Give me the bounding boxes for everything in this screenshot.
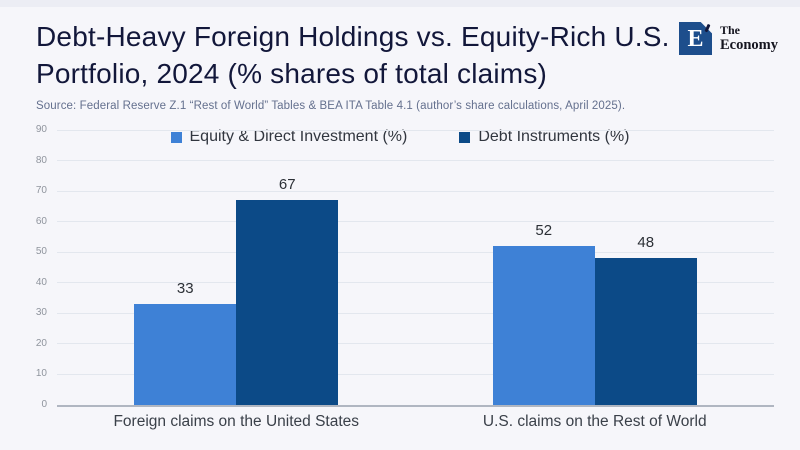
y-axis-tick-label: 40 <box>35 276 47 288</box>
legend-label-debt: Debt Instruments (%) <box>478 128 630 145</box>
logo-monogram: E <box>679 22 712 55</box>
bar-value-label: 67 <box>278 176 296 194</box>
bar <box>236 200 339 405</box>
bar-value-label: 33 <box>176 280 194 298</box>
x-axis-category-label: U.S. claims on the Rest of World <box>482 413 707 430</box>
source-note: Source: Federal Reserve Z.1 “Rest of Wor… <box>36 100 626 112</box>
gridline <box>57 282 774 284</box>
gridline <box>57 251 774 253</box>
y-axis-tick-label: 10 <box>35 368 47 380</box>
gridline <box>57 129 774 131</box>
bar <box>594 258 697 405</box>
title-line-2: Portfolio, 2024 (% shares of total claim… <box>36 58 548 89</box>
logo-letter: E <box>687 25 704 52</box>
y-axis-tick-label: 80 <box>35 154 47 166</box>
y-axis-tick-label: 90 <box>35 124 47 135</box>
gridline <box>57 373 774 375</box>
gridline <box>57 221 774 223</box>
page-title: Debt-Heavy Foreign Holdings vs. Equity-R… <box>36 18 670 92</box>
the-economy-logo: E The Economy <box>679 22 778 55</box>
bar-value-label: 52 <box>535 222 553 240</box>
legend-swatch-debt <box>459 131 471 143</box>
top-strip <box>0 0 800 7</box>
y-axis-tick-label: 70 <box>35 185 47 197</box>
bar <box>492 246 595 405</box>
bar-value-label: 48 <box>637 234 655 252</box>
y-axis-tick-label: 60 <box>35 215 47 227</box>
title-line-1: Debt-Heavy Foreign Holdings vs. Equity-R… <box>36 21 670 52</box>
logo-word-the: The <box>720 23 741 37</box>
chart-legend: Equity & Direct Investment (%) Debt Inst… <box>0 128 800 146</box>
y-axis-tick-label: 20 <box>35 337 47 349</box>
legend-label-equity: Equity & Direct Investment (%) <box>189 128 408 145</box>
logo-word-economy: Economy <box>720 37 778 53</box>
y-axis-tick-label: 50 <box>35 246 47 258</box>
gridline <box>57 343 774 345</box>
legend-item-equity: Equity & Direct Investment (%) <box>170 128 408 146</box>
bar <box>134 304 237 405</box>
gridline <box>57 160 774 162</box>
x-axis-line <box>57 405 774 407</box>
gridline <box>57 312 774 314</box>
y-axis-tick-label: 30 <box>35 307 47 319</box>
legend-swatch-equity <box>170 131 182 143</box>
legend-item-debt: Debt Instruments (%) <box>459 128 630 146</box>
gridline <box>57 190 774 192</box>
logo-wordmark: The Economy <box>720 24 778 53</box>
y-axis-tick-label: 0 <box>41 399 47 410</box>
x-axis-category-label: Foreign claims on the United States <box>113 413 360 430</box>
